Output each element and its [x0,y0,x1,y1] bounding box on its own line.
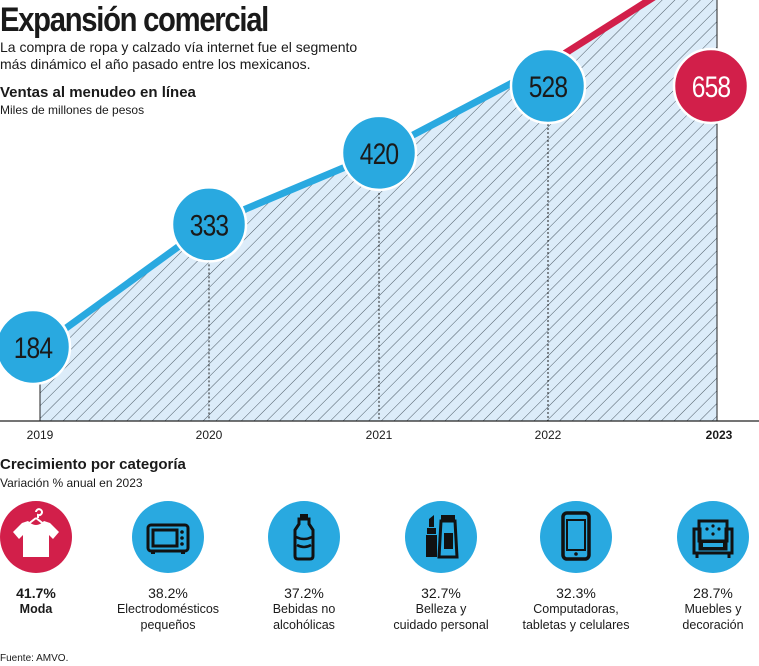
point-2022 [509,47,587,125]
chart-title: Ventas al menudeo en línea [0,84,196,101]
armchair-icon [677,501,749,573]
category-item: 37.2% Bebidas no alcohólicas [236,501,372,633]
series-line-segment [544,0,656,68]
chart-unit: Miles de millones de pesos [0,103,145,117]
category-label: Moda [19,602,53,616]
microwave-icon [132,501,204,573]
category-section-title: Crecimiento por categoría [0,456,186,473]
category-label: Belleza y cuidado personal [393,602,489,632]
page-title: Expansión comercial [0,1,269,39]
data-label-2020: 333 [190,208,229,242]
category-pct: 41.7% [16,585,56,601]
x-tick-2023: 2023 [706,428,733,442]
point-2020 [170,186,248,263]
category-label: Electrodomésticos pequeños [116,602,220,632]
x-tick-2020: 2020 [196,428,223,442]
category-pct: 37.2% [284,585,324,601]
point-2023 [672,47,750,125]
x-tick-2022: 2022 [535,428,562,442]
data-label-2023: 658 [692,70,731,104]
bottle-icon [268,501,340,573]
source-note: Fuente: AMVO. [0,653,69,664]
page-subtitle: La compra de ropa y calzado vía internet… [0,39,358,72]
smartphone-icon [540,501,612,573]
category-item: 32.3% Computadoras, tabletas y celulares [508,501,644,633]
category-pct: 28.7% [693,585,733,601]
sales-area-chart: 184 333 420 528 658 2019 2020 2021 2022 2023 [0,0,759,442]
category-section-subtitle: Variación % anual en 2023 [0,476,143,490]
data-label-2019: 184 [14,331,53,365]
category-item: 32.7% Belleza y cuidado personal [373,501,509,633]
point-2021 [340,114,418,192]
point-2019 [0,308,72,386]
category-pct: 38.2% [148,585,188,601]
x-tick-2019: 2019 [27,428,54,442]
category-label: Muebles y decoración [682,602,744,632]
category-item: 38.2% Electrodomésticos pequeños [100,501,236,633]
category-pct: 32.7% [421,585,461,601]
data-label-2022: 528 [529,70,568,104]
data-label-2021: 420 [360,137,399,171]
category-label: Computadoras, tabletas y celulares [522,602,630,632]
category-item: 28.7% Muebles y decoración [645,501,759,633]
category-pct: 32.3% [556,585,596,601]
tshirt-icon [0,501,72,573]
x-tick-2021: 2021 [366,428,393,442]
category-label: Bebidas no alcohólicas [272,602,336,632]
category-item: 41.7% Moda [0,501,104,617]
lipstick-icon [405,501,477,573]
